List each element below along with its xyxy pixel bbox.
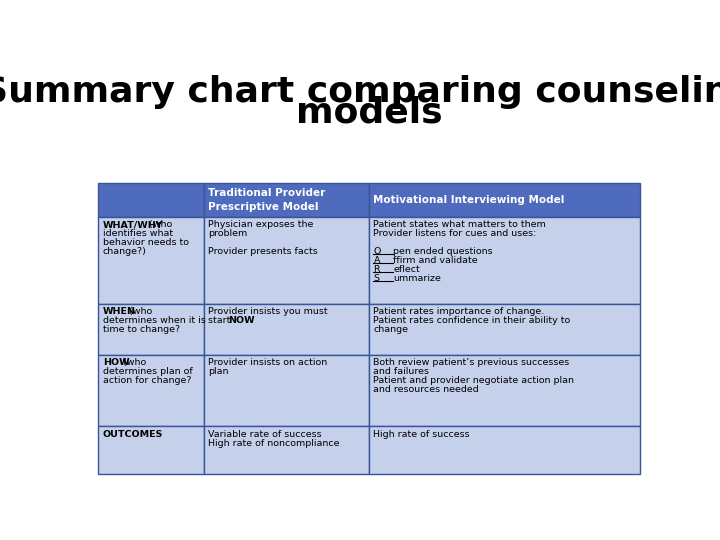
Text: WHEN: WHEN [103, 307, 136, 316]
Bar [99, 217, 204, 304]
Text: A: A [374, 256, 380, 265]
Text: Both review patient’s previous successes: Both review patient’s previous successes [374, 359, 570, 367]
Text: determines plan of: determines plan of [103, 367, 192, 376]
Text: determines when it is: determines when it is [103, 316, 206, 326]
Text: Provider insists on action: Provider insists on action [208, 359, 328, 367]
Text: Provider presents facts: Provider presents facts [208, 247, 318, 256]
Bar [99, 427, 204, 474]
Bar [204, 217, 369, 304]
Text: Provider listens for cues and uses:: Provider listens for cues and uses: [374, 229, 537, 238]
Text: and resources needed: and resources needed [374, 385, 480, 394]
Bar [204, 427, 369, 474]
Text: NOW: NOW [228, 316, 255, 326]
Text: High rate of noncompliance: High rate of noncompliance [208, 438, 340, 448]
Bar [369, 304, 639, 355]
Bar [99, 183, 204, 217]
Text: Patient and provider negotiate action plan: Patient and provider negotiate action pl… [374, 376, 575, 385]
Text: change?): change?) [103, 247, 147, 256]
Text: (who: (who [126, 307, 153, 316]
Text: and failures: and failures [374, 367, 429, 376]
Text: R: R [374, 265, 380, 274]
Text: start: start [208, 316, 234, 326]
Text: eflect: eflect [393, 265, 420, 274]
Bar [369, 427, 639, 474]
Bar [99, 304, 204, 355]
Text: OUTCOMES: OUTCOMES [103, 430, 163, 438]
Bar [204, 304, 369, 355]
Text: behavior needs to: behavior needs to [103, 238, 189, 247]
Text: Patient rates confidence in their ability to: Patient rates confidence in their abilit… [374, 316, 571, 326]
Bar [369, 183, 639, 217]
Text: O: O [374, 247, 381, 256]
Text: pen ended questions: pen ended questions [393, 247, 492, 256]
Bar [369, 355, 639, 427]
Text: action for change?: action for change? [103, 376, 192, 385]
Text: High rate of success: High rate of success [374, 430, 470, 438]
Text: Summary chart comparing counseling: Summary chart comparing counseling [0, 75, 720, 109]
Text: Physician exposes the: Physician exposes the [208, 220, 314, 229]
Text: Variable rate of success: Variable rate of success [208, 430, 322, 438]
Text: time to change?: time to change? [103, 325, 180, 334]
Text: plan: plan [208, 367, 229, 376]
Text: change: change [374, 325, 408, 334]
Text: ffirm and validate: ffirm and validate [393, 256, 478, 265]
Text: (who: (who [146, 220, 173, 229]
Text: Traditional Provider
Prescriptive Model: Traditional Provider Prescriptive Model [208, 188, 325, 212]
Text: (who: (who [120, 359, 146, 367]
Text: S: S [374, 274, 379, 283]
Text: identifies what: identifies what [103, 229, 173, 238]
Text: Provider insists you must: Provider insists you must [208, 307, 328, 316]
Bar [369, 217, 639, 304]
Text: Patient states what matters to them: Patient states what matters to them [374, 220, 546, 229]
Text: models: models [296, 96, 442, 130]
Bar [204, 355, 369, 427]
Text: WHAT/WHY: WHAT/WHY [103, 220, 163, 229]
Text: HOW: HOW [103, 359, 130, 367]
Text: ummarize: ummarize [393, 274, 441, 283]
Text: Motivational Interviewing Model: Motivational Interviewing Model [374, 195, 564, 205]
Text: Patient rates importance of change.: Patient rates importance of change. [374, 307, 545, 316]
Text: problem: problem [208, 229, 248, 238]
Bar [204, 183, 369, 217]
Bar [99, 355, 204, 427]
